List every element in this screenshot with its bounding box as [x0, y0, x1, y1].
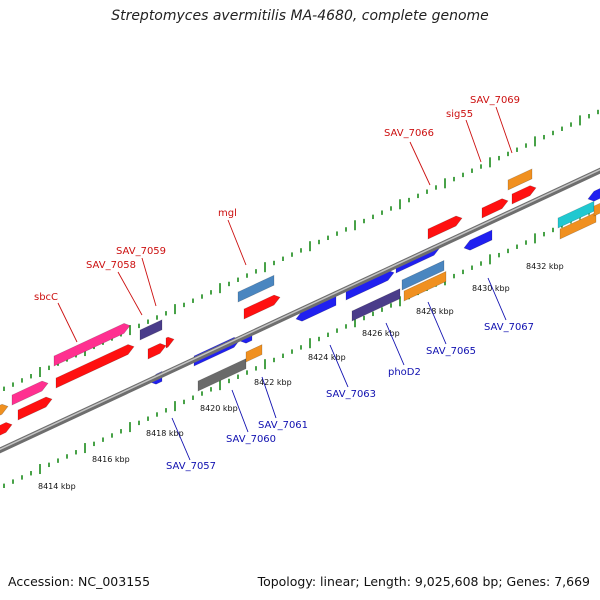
label-leader-line	[117, 271, 143, 316]
gene-box-bevel	[246, 341, 265, 352]
gene-label-sav_7066[interactable]: SAV_7066	[384, 128, 434, 139]
gene-box[interactable]	[17, 396, 53, 421]
label-leader-line	[487, 277, 507, 321]
gene-box-bevel	[560, 209, 599, 229]
gene-box-bevel	[18, 391, 55, 410]
gene-box-bevel	[558, 198, 597, 218]
label-leader-line	[465, 119, 482, 163]
gene-box-bevel	[594, 201, 600, 206]
label-leader-line	[171, 417, 191, 461]
label-leader-line	[227, 219, 247, 266]
gene-box-bevel	[508, 165, 535, 180]
gene-box[interactable]	[53, 323, 131, 367]
gene-box-bevel	[396, 239, 443, 263]
gene-box[interactable]	[403, 270, 447, 302]
gene-box-bevel	[352, 285, 403, 311]
gene-label-sig55[interactable]: sig55	[446, 109, 473, 120]
gene-box[interactable]	[139, 319, 163, 341]
gene-box-bevel	[148, 337, 169, 349]
gene-box[interactable]	[197, 358, 247, 392]
gene-box[interactable]	[593, 201, 600, 217]
gene-box-bevel	[140, 316, 165, 330]
genome-backbone-highlight	[0, 168, 600, 451]
gene-box[interactable]	[351, 288, 401, 322]
tick-label-8418: 8418 kbp	[146, 429, 184, 438]
gene-box[interactable]	[587, 187, 600, 202]
accession-text: Accession: NC_003155	[8, 574, 151, 589]
genome-backbone	[0, 167, 600, 454]
gene-box-bevel	[402, 257, 447, 280]
gene-box-bevel	[150, 368, 165, 377]
gene-label-sav_7069[interactable]: SAV_7069	[470, 95, 520, 106]
label-leader-line	[427, 301, 447, 345]
tick-label-8414: 8414 kbp	[38, 482, 76, 491]
tick-label-8430: 8430 kbp	[472, 284, 510, 293]
gene-label-phod2[interactable]: phoD2	[388, 367, 421, 378]
gene-box-bevel	[482, 192, 511, 208]
gene-box[interactable]	[511, 185, 537, 205]
gene-label-mgl[interactable]: mgl	[218, 208, 237, 219]
gene-box-bevel	[0, 416, 15, 426]
tick-label-8420: 8420 kbp	[200, 404, 238, 413]
lower-tick-track	[3, 206, 599, 489]
tick-label-8432: 8432 kbp	[526, 262, 564, 271]
gene-box-bevel	[244, 289, 283, 309]
gene-box-bevel	[166, 331, 177, 338]
gene-box[interactable]	[165, 336, 175, 349]
gene-box-bevel	[428, 210, 465, 229]
gene-box[interactable]	[243, 294, 281, 320]
gene-box-bevel	[194, 331, 243, 356]
gene-box-bevel	[464, 226, 495, 243]
gene-label-sav_7061[interactable]: SAV_7061	[258, 420, 308, 431]
gene-box[interactable]	[0, 403, 9, 417]
gene-box-bevel	[56, 338, 137, 378]
label-leader-line	[57, 302, 78, 343]
gene-box[interactable]	[55, 344, 135, 389]
gene-box-bevel	[0, 398, 11, 406]
gene-label-sbcc[interactable]: sbcC	[34, 292, 58, 303]
gene-label-sav_7060[interactable]: SAV_7060	[226, 434, 276, 445]
gene-box-bevel	[54, 317, 133, 356]
gene-label-sav_7063[interactable]: SAV_7063	[326, 389, 376, 400]
gene-box[interactable]	[0, 422, 13, 438]
label-leader-line	[329, 344, 349, 388]
upper-tick-track	[3, 109, 599, 392]
tick-label-8422: 8422 kbp	[254, 378, 292, 387]
gene-features	[0, 165, 600, 438]
gene-box-bevel	[198, 355, 249, 381]
gene-box-bevel	[238, 272, 277, 292]
label-leader-line	[231, 389, 249, 433]
tick-label-8424: 8424 kbp	[308, 353, 346, 362]
tick-label-8428: 8428 kbp	[416, 307, 454, 316]
gene-box[interactable]	[245, 344, 263, 363]
genome-summary-text: Topology: linear; Length: 9,025,608 bp; …	[257, 574, 590, 589]
label-leader-line	[141, 257, 157, 307]
gene-box[interactable]	[507, 168, 533, 191]
gene-box[interactable]	[401, 259, 445, 291]
gene-label-sav_7067[interactable]: SAV_7067	[484, 322, 534, 333]
label-leader-line	[261, 376, 277, 419]
gene-box[interactable]	[237, 274, 275, 303]
gene-box[interactable]	[11, 380, 49, 406]
label-leader-line	[495, 106, 513, 154]
gene-label-sav_7065[interactable]: SAV_7065	[426, 346, 476, 357]
tick-label-8426: 8426 kbp	[362, 329, 400, 338]
map-title: Streptomyces avermitilis MA-4680, comple…	[111, 8, 489, 24]
label-leader-line	[385, 322, 405, 366]
gene-box-bevel	[512, 179, 539, 194]
gene-box-bevel	[588, 186, 600, 194]
gene-box[interactable]	[481, 198, 509, 219]
gene-box-bevel	[12, 375, 51, 395]
gene-label-sav_7059[interactable]: SAV_7059	[116, 246, 166, 257]
tick-label-8416: 8416 kbp	[92, 455, 130, 464]
gene-box[interactable]	[427, 215, 463, 240]
gene-label-sav_7058[interactable]: SAV_7058	[86, 260, 136, 271]
gene-box[interactable]	[463, 229, 493, 251]
gene-box[interactable]	[559, 211, 597, 240]
label-leader-line	[409, 141, 431, 186]
gene-box[interactable]	[147, 343, 167, 360]
gene-box-bevel	[404, 268, 449, 291]
gene-label-sav_7057[interactable]: SAV_7057	[166, 461, 216, 472]
